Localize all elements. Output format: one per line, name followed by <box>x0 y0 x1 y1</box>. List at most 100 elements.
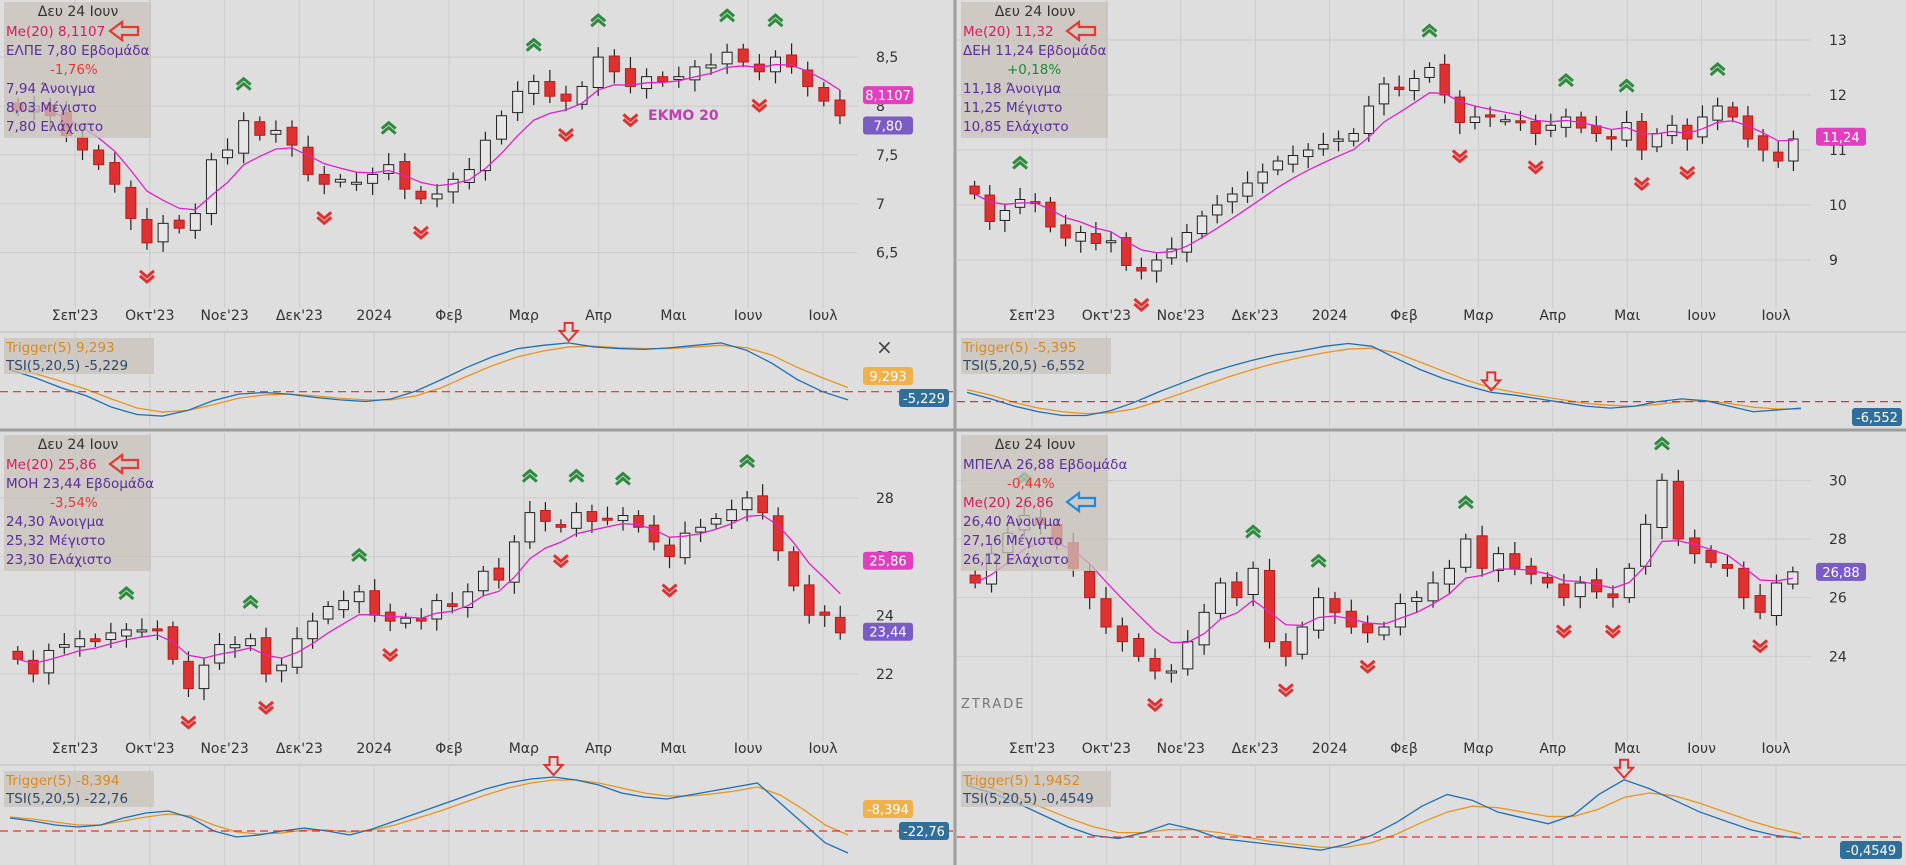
candle <box>1151 253 1162 283</box>
sell-signal-icon <box>1147 697 1164 707</box>
svg-text:11,24: 11,24 <box>1822 131 1859 146</box>
x-tick-label: Μαι <box>660 741 686 757</box>
candle <box>1333 130 1344 152</box>
info-row: Me(20) 11,32 <box>963 24 1054 40</box>
candle <box>1469 105 1481 130</box>
info-row: 25,32 Μέγιστο <box>6 533 105 549</box>
tsi-label: TSI(5,20,5) -0,4549 <box>962 791 1094 807</box>
x-tick-label: Ιουλ <box>1761 308 1790 324</box>
info-row: 26,40 Άνοιγμα <box>963 514 1061 530</box>
sell-signal-icon <box>1451 149 1468 159</box>
close-icon[interactable]: × <box>876 335 893 359</box>
sell-signal-icon <box>661 583 678 593</box>
candle <box>592 47 604 96</box>
trigger-line <box>9 779 849 836</box>
sell-signal-icon <box>1555 624 1572 634</box>
candle <box>1656 473 1668 540</box>
candle <box>1757 128 1769 162</box>
moh-chart-panel[interactable]: Σεπ'23 Οκτ'23 Νοε'23 Δεκ'23 2024 Φεβ Μαρ Απρ Μαι… <box>0 433 953 865</box>
y-tick-label: 24 <box>1829 649 1847 665</box>
candle <box>1362 615 1374 643</box>
info-row: Me(20) 8,1107 <box>6 24 105 40</box>
tsi-label: TSI(5,20,5) -6,552 <box>962 358 1085 374</box>
candle <box>969 569 981 589</box>
candle <box>1773 140 1784 168</box>
candle <box>334 174 346 188</box>
x-tick-label: Ιουλ <box>808 308 837 324</box>
candle <box>1378 77 1390 116</box>
candle <box>1272 155 1284 176</box>
price-pane-bg <box>957 0 1906 330</box>
x-tick-label: Νοε'23 <box>200 741 248 757</box>
x-tick-label: Απρ <box>585 741 612 757</box>
candle <box>136 618 148 638</box>
arrow-left-icon <box>1065 490 1097 514</box>
bela-chart-panel[interactable]: Σεπ'23 Οκτ'23 Νοε'23 Δεκ'23 2024 Φεβ Μαρ Απρ Μαι… <box>957 433 1906 865</box>
info-date: Δευ 24 Ιουν <box>38 4 119 20</box>
arrow-left-icon <box>1065 19 1097 43</box>
candle <box>1280 633 1292 667</box>
candle <box>1263 558 1276 649</box>
candle <box>679 521 691 565</box>
candle <box>602 506 613 526</box>
x-tick-label: Ιουλ <box>808 741 837 757</box>
x-tick-label: Σεπ'23 <box>52 741 99 757</box>
info-row: -1,76% <box>50 62 98 78</box>
candle <box>1296 621 1308 660</box>
buy-signal-icon <box>615 471 631 481</box>
buy-signal-icon <box>1618 78 1635 88</box>
candle <box>819 605 831 627</box>
x-tick-label: Δεκ'23 <box>1232 741 1279 757</box>
sell-signal-icon <box>1679 165 1696 175</box>
watermark: ZTRADE <box>961 697 1025 712</box>
x-tick-label: Απρ <box>1539 308 1566 324</box>
candle <box>802 61 814 97</box>
sell-signal-icon <box>552 554 569 564</box>
candle <box>586 504 598 534</box>
candle <box>1672 469 1684 546</box>
deh-chart-panel[interactable]: Σεπ'23 Οκτ'23 Νοε'23 Δεκ'23 2024 Φεβ Μαρ Απρ Μαι… <box>957 0 1906 427</box>
y-tick-label: 9 <box>1829 253 1838 269</box>
candle <box>1313 587 1325 639</box>
x-tick-label: Δεκ'23 <box>276 308 323 324</box>
price-badge: 11,24 <box>1816 127 1866 146</box>
info-row: -0,44% <box>1007 476 1055 492</box>
candle <box>571 502 582 537</box>
sell-signal-icon <box>1277 683 1294 693</box>
candle <box>1247 561 1259 607</box>
candle <box>555 519 567 533</box>
candle <box>415 185 427 205</box>
info-box: Δευ 24 Ιουν Me(20) 11,32 ΔΕΗ 11,24 Εβδομάδ… <box>961 2 1108 138</box>
buy-signal-icon <box>521 468 538 478</box>
tsi-badge: -22,76 <box>899 822 949 840</box>
x-tick-label: Μαι <box>1614 308 1640 324</box>
sell-signal-icon <box>180 715 197 725</box>
tsi-line <box>9 776 849 854</box>
sell-signal-icon <box>1359 659 1376 669</box>
info-row: 7,94 Άνοιγμα <box>6 81 96 97</box>
buy-signal-icon <box>767 13 784 23</box>
candle <box>1607 585 1619 608</box>
candle <box>544 69 556 104</box>
candle <box>984 185 995 230</box>
candle <box>1149 648 1161 680</box>
svg-text:-0,4549: -0,4549 <box>1846 844 1896 859</box>
candle <box>705 53 717 75</box>
candle <box>353 584 365 614</box>
tsi-badge: -5,229 <box>899 389 949 407</box>
svg-text:-22,76: -22,76 <box>903 825 945 840</box>
candle <box>1443 559 1455 595</box>
candles <box>969 469 1799 683</box>
elpe-chart-panel[interactable]: Σεπ'23 Οκτ'23 Νοε'23 Δεκ'23 2024 Φεβ Μαρ Απρ Μαι… <box>0 0 953 427</box>
candle <box>1121 232 1132 271</box>
candle <box>1787 566 1799 590</box>
x-tick-label: Ιουν <box>734 308 763 324</box>
candle <box>1100 587 1112 634</box>
candle <box>270 120 282 143</box>
candle <box>509 535 520 594</box>
sell-signal-icon <box>622 113 639 123</box>
candle <box>338 590 349 619</box>
x-tick-label: Οκτ'23 <box>125 308 174 324</box>
candle <box>1348 128 1359 147</box>
candle <box>673 66 685 88</box>
